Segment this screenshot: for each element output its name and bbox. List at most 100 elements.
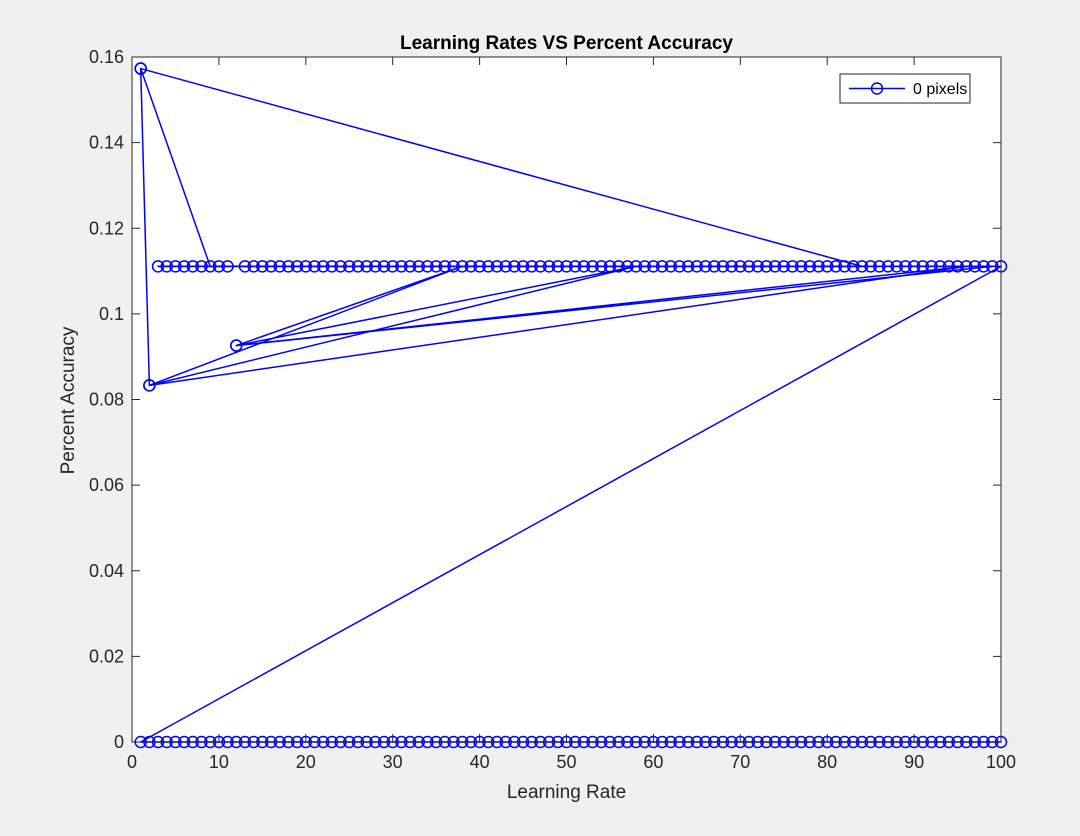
data-point-marker bbox=[395, 260, 408, 273]
data-point-marker bbox=[925, 260, 938, 273]
data-point-marker bbox=[916, 260, 930, 273]
y-axis-title: Percent Accuracy bbox=[58, 326, 79, 474]
data-point-marker bbox=[699, 260, 712, 273]
data-point-marker bbox=[899, 260, 912, 273]
data-point-marker bbox=[473, 260, 486, 273]
x-tick-label: 10 bbox=[209, 752, 229, 772]
data-point-marker bbox=[681, 260, 695, 273]
data-point-marker bbox=[707, 260, 721, 273]
data-point-marker bbox=[734, 260, 747, 273]
data-point-marker bbox=[256, 260, 269, 273]
legend-marker-sample bbox=[870, 82, 884, 95]
data-point-marker bbox=[438, 260, 452, 273]
data-point-marker bbox=[282, 260, 295, 273]
series-line-segment bbox=[148, 265, 637, 387]
data-point-marker bbox=[212, 260, 226, 273]
data-point-marker bbox=[786, 260, 799, 273]
plot-area bbox=[132, 57, 1001, 742]
data-point-marker bbox=[343, 260, 356, 273]
data-point-marker bbox=[551, 260, 565, 273]
data-point-marker bbox=[655, 260, 669, 273]
x-tick-label: 0 bbox=[127, 752, 137, 772]
data-point-marker bbox=[360, 260, 373, 273]
data-point-marker bbox=[455, 260, 469, 273]
data-point-marker bbox=[377, 260, 391, 273]
data-point-marker bbox=[568, 260, 582, 273]
data-point-marker bbox=[316, 260, 330, 273]
data-point-marker bbox=[160, 260, 174, 273]
data-point-marker bbox=[873, 260, 886, 273]
data-point-marker bbox=[325, 260, 339, 273]
x-tick-label: 50 bbox=[556, 752, 576, 772]
data-point-marker bbox=[221, 260, 234, 273]
data-point-marker bbox=[820, 260, 834, 273]
series-line-segment bbox=[235, 265, 994, 347]
data-point-marker bbox=[542, 260, 556, 273]
data-point-marker bbox=[864, 260, 877, 273]
data-point-marker bbox=[482, 260, 495, 273]
data-point-marker bbox=[169, 260, 182, 273]
data-point-marker bbox=[760, 260, 773, 273]
legend: 0 pixels bbox=[839, 73, 971, 104]
data-point-marker bbox=[812, 260, 825, 273]
data-point-marker bbox=[447, 260, 460, 273]
x-tick-label: 100 bbox=[986, 752, 1016, 772]
data-point-marker bbox=[264, 260, 278, 273]
data-point-marker bbox=[134, 62, 147, 75]
data-point-marker bbox=[386, 260, 399, 273]
data-point-marker bbox=[247, 260, 260, 273]
y-tick-label: 0.06 bbox=[89, 475, 124, 495]
data-point-marker bbox=[499, 260, 512, 273]
data-point-marker bbox=[742, 260, 756, 273]
series-line-segment bbox=[139, 67, 211, 268]
data-point-marker bbox=[369, 260, 382, 273]
data-point-marker bbox=[986, 260, 999, 273]
data-point-marker bbox=[942, 260, 956, 273]
x-tick-label: 60 bbox=[643, 752, 663, 772]
data-point-marker bbox=[403, 260, 417, 273]
data-point-marker bbox=[847, 260, 860, 273]
data-point-marker bbox=[768, 260, 782, 273]
data-point-marker bbox=[803, 260, 817, 273]
plot-border bbox=[131, 56, 1002, 743]
data-point-marker bbox=[612, 260, 625, 273]
x-tick-label: 40 bbox=[470, 752, 490, 772]
series-line-segment bbox=[235, 265, 463, 347]
data-point-marker bbox=[508, 260, 521, 273]
data-point-marker bbox=[777, 260, 790, 273]
series-line-segment bbox=[139, 265, 1002, 743]
data-point-marker bbox=[664, 260, 678, 273]
data-point-marker bbox=[716, 260, 730, 273]
data-point-marker bbox=[560, 260, 573, 273]
data-point-marker bbox=[673, 260, 686, 273]
data-point-marker bbox=[907, 260, 921, 273]
x-tick-label: 80 bbox=[817, 752, 837, 772]
x-tick-label: 70 bbox=[730, 752, 750, 772]
y-tick-label: 0.12 bbox=[89, 218, 124, 238]
data-point-marker bbox=[516, 260, 530, 273]
data-point-marker bbox=[429, 260, 443, 273]
data-point-marker bbox=[933, 260, 947, 273]
data-point-marker bbox=[855, 260, 869, 273]
data-point-marker bbox=[351, 260, 365, 273]
data-point-marker bbox=[951, 260, 964, 273]
y-tick-label: 0.02 bbox=[89, 646, 124, 666]
x-tick-label: 20 bbox=[296, 752, 316, 772]
y-tick-label: 0.04 bbox=[89, 561, 124, 581]
data-point-marker bbox=[890, 260, 903, 273]
data-point-marker bbox=[629, 260, 643, 273]
x-axis-title: Learning Rate bbox=[507, 782, 626, 803]
data-point-marker bbox=[725, 260, 738, 273]
data-point-marker bbox=[273, 260, 286, 273]
y-tick-label: 0.08 bbox=[89, 390, 124, 410]
data-point-marker bbox=[595, 260, 608, 273]
data-point-marker bbox=[490, 260, 504, 273]
data-point-marker bbox=[334, 260, 347, 273]
data-point-marker bbox=[959, 260, 973, 273]
data-point-marker bbox=[586, 260, 599, 273]
data-point-marker bbox=[238, 260, 252, 273]
data-point-marker bbox=[621, 260, 634, 273]
data-point-marker bbox=[881, 260, 895, 273]
data-point-marker bbox=[421, 260, 434, 273]
